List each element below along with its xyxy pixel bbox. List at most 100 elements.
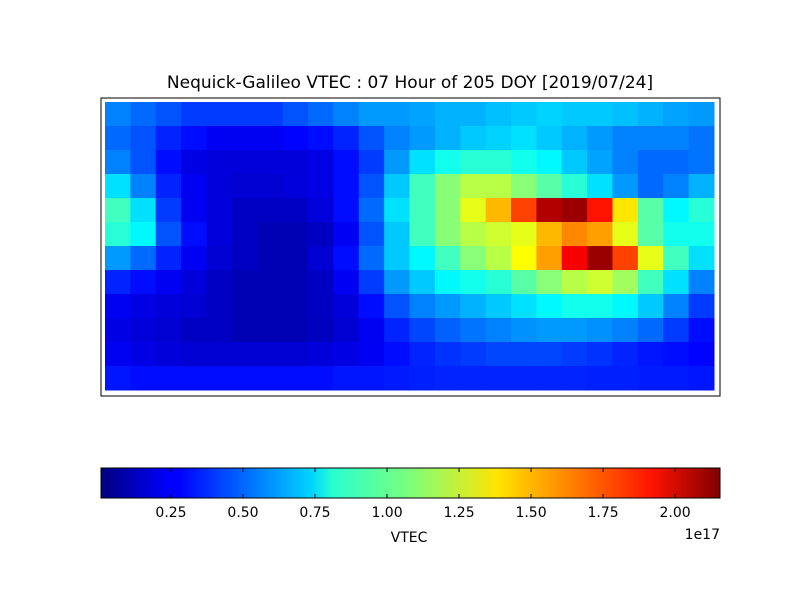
heatmap-cell [105,222,131,247]
heatmap-cell [637,150,664,175]
heatmap-cell [587,294,613,319]
heatmap-cell [130,222,157,247]
heatmap-cell [358,366,385,391]
heatmap-cell [282,318,309,343]
heatmap-cell [485,198,512,223]
heatmap-cell [130,126,157,151]
heatmap-cell [384,174,410,199]
heatmap-cell [409,294,436,319]
heatmap-cell [536,246,563,271]
heatmap-cell [206,318,233,343]
heatmap [105,102,715,391]
heatmap-cell [409,126,436,151]
heatmap-cell [460,342,487,367]
heatmap-cell [536,198,563,223]
heatmap-cell [511,366,537,391]
heatmap-cell [587,102,613,127]
heatmap-cell [358,318,385,343]
heatmap-cell [181,222,207,247]
heatmap-cell [308,102,334,127]
heatmap-cell [282,342,309,367]
heatmap-cell [511,294,537,319]
heatmap-cell [637,366,664,391]
heatmap-cell [155,342,182,367]
heatmap-cell [434,318,461,343]
heatmap-cell [130,318,157,343]
colorbar-tick-label: 2.00 [659,505,690,521]
heatmap-cell [612,294,639,319]
heatmap-cell [663,366,690,391]
heatmap-cell [206,294,233,319]
heatmap-cell [308,222,334,247]
heatmap-cell [434,342,461,367]
heatmap-cell [257,246,284,271]
heatmap-cell [511,150,537,175]
heatmap-cell [460,150,487,175]
heatmap-cell [155,102,182,127]
heatmap-cell [181,294,207,319]
heatmap-cell [485,222,512,247]
heatmap-cell [155,198,182,223]
heatmap-cell [434,366,461,391]
heatmap-cell [561,246,588,271]
heatmap-cell [155,126,182,151]
heatmap-cell [663,150,690,175]
heatmap-cell [308,366,334,391]
heatmap-cell [485,342,512,367]
heatmap-cell [282,102,309,127]
heatmap-cell [637,270,664,295]
heatmap-cell [333,246,360,271]
colorbar-tick-label: 0.75 [299,505,330,521]
heatmap-cell [308,342,334,367]
heatmap-cell [637,102,664,127]
heatmap-cell [409,318,436,343]
heatmap-cell [358,270,385,295]
heatmap-cell [561,294,588,319]
heatmap-cell [231,150,258,175]
heatmap-cell [130,198,157,223]
heatmap-cell [688,318,715,343]
heatmap-cell [257,150,284,175]
heatmap-cell [688,246,715,271]
heatmap-cell [663,294,690,319]
heatmap-cell [105,150,131,175]
heatmap-cell [384,150,410,175]
heatmap-cell [105,366,131,391]
heatmap-cell [206,366,233,391]
heatmap-cell [587,318,613,343]
colorbar-label: VTEC [391,530,428,546]
heatmap-cell [637,246,664,271]
heatmap-cell [105,270,131,295]
heatmap-cell [409,222,436,247]
heatmap-cell [333,126,360,151]
heatmap-cell [612,222,639,247]
heatmap-cell [384,270,410,295]
heatmap-cell [561,174,588,199]
heatmap-cell [257,294,284,319]
heatmap-cell [206,342,233,367]
heatmap-cell [612,150,639,175]
heatmap-cell [485,366,512,391]
heatmap-cell [105,126,131,151]
heatmap-cell [637,174,664,199]
heatmap-cell [511,126,537,151]
heatmap-cell [333,294,360,319]
colorbar-tick-label: 1.00 [371,505,402,521]
heatmap-cell [130,366,157,391]
map-frame [100,97,721,397]
heatmap-cell [257,126,284,151]
heatmap-cell [358,222,385,247]
heatmap-cell [308,174,334,199]
heatmap-cell [688,102,715,127]
heatmap-cell [485,150,512,175]
heatmap-cell [282,246,309,271]
heatmap-cell [206,150,233,175]
heatmap-cell [308,270,334,295]
heatmap-cell [663,246,690,271]
heatmap-cell [587,198,613,223]
heatmap-cell [561,342,588,367]
heatmap-cell [460,294,487,319]
heatmap-cell [561,270,588,295]
heatmap-cell [511,318,537,343]
heatmap-cell [181,126,207,151]
